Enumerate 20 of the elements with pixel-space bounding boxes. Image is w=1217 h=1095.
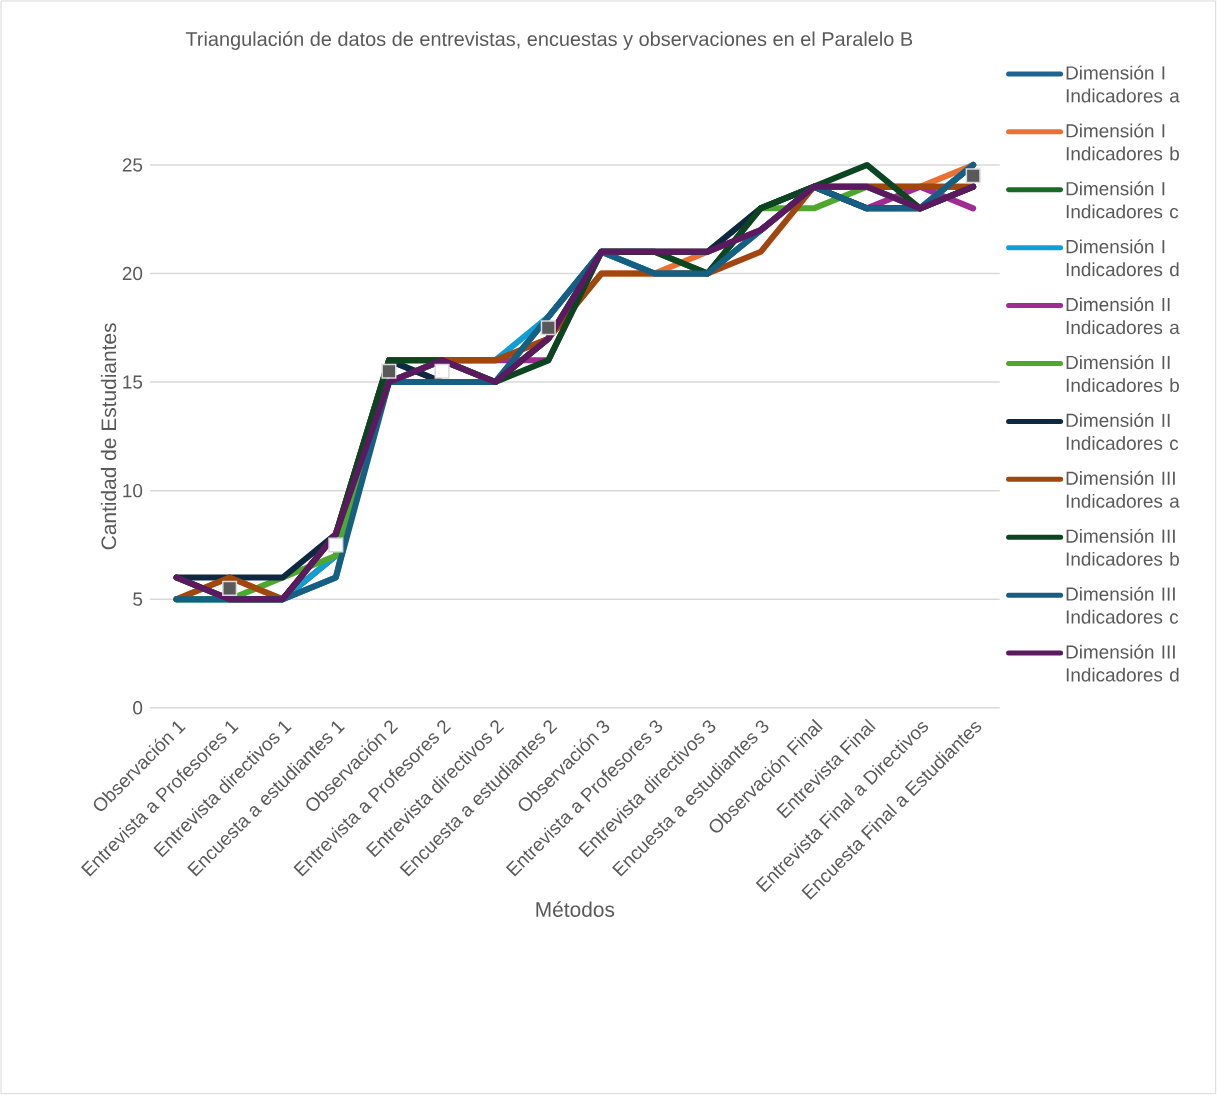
legend-label: Dimensión II Indicadores a xyxy=(1066,297,1180,335)
y-tick-label: 20 xyxy=(122,266,143,281)
legend-label: Dimensión I Indicadores b xyxy=(1066,123,1179,161)
chart-title: Triangulación de datos de entrevistas, encuestas y observaciones en el Paralelo B xyxy=(185,31,913,51)
y-axis-title: Cantidad de Estudiantes xyxy=(100,323,117,550)
legend-label: Dimensión III Indicadores b xyxy=(1066,528,1179,566)
legend-label: Dimensión I Indicadores d xyxy=(1066,239,1179,277)
legend-label: Dimensión III Indicadores d xyxy=(1066,644,1179,682)
legend-label: Dimensión I Indicadores c xyxy=(1066,181,1179,219)
legend-label: Dimensión III Indicadores c xyxy=(1066,586,1179,624)
y-tick-label: 0 xyxy=(133,701,143,715)
legend-label: Dimensión II Indicadores b xyxy=(1066,355,1179,393)
legend-label: Dimensión II Indicadores c xyxy=(1066,413,1179,451)
y-tick-label: 5 xyxy=(133,592,143,606)
x-axis-title: Métodos xyxy=(536,901,615,918)
y-tick-label: 25 xyxy=(122,158,143,172)
legend-label: Dimensión III Indicadores a xyxy=(1066,471,1180,509)
y-tick-label: 10 xyxy=(123,484,143,498)
legend-label: Dimensión I Indicadores a xyxy=(1066,65,1180,103)
y-tick-label: 15 xyxy=(123,375,143,389)
